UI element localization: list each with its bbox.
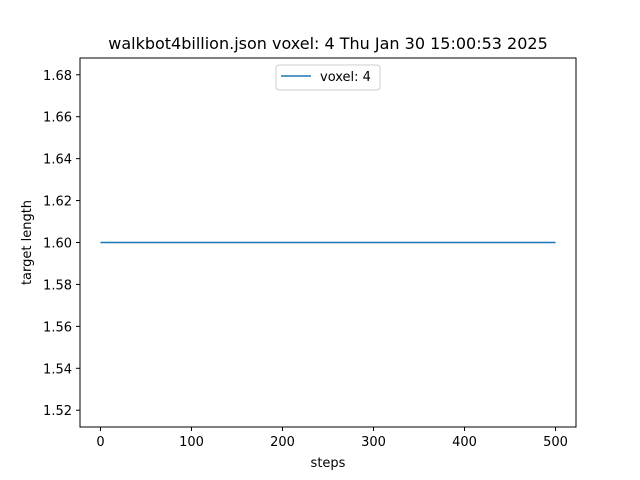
y-tick-label: 1.52 [43,404,72,419]
chart-title: walkbot4billion.json voxel: 4 Thu Jan 30… [108,34,548,53]
x-tick-label: 100 [179,435,204,450]
x-tick-label: 500 [543,435,568,450]
y-tick-label: 1.62 [43,195,72,210]
legend-frame [275,64,381,91]
x-tick-label: 300 [361,435,386,450]
legend-label: voxel: 4 [320,70,371,85]
y-axis-label: target length [20,200,35,285]
y-tick-label: 1.64 [43,153,72,168]
x-tick-label: 200 [270,435,295,450]
y-tick-label: 1.56 [43,320,72,335]
y-tick-label: 1.60 [43,237,72,252]
axes-frame [79,57,577,428]
y-tick-label: 1.68 [43,69,72,84]
y-tick-label: 1.66 [43,111,72,126]
x-axis-label: steps [311,456,346,471]
x-tick-label: 400 [452,435,477,450]
x-tick-label: 0 [96,435,104,450]
legend: voxel: 4 [275,64,381,91]
plot-area: 0 100 200 300 400 500 1.52 1.54 1.56 1.58 1.60 1.62… [43,69,568,450]
y-tick-label: 1.54 [43,362,72,377]
y-tick-label: 1.58 [43,278,72,293]
